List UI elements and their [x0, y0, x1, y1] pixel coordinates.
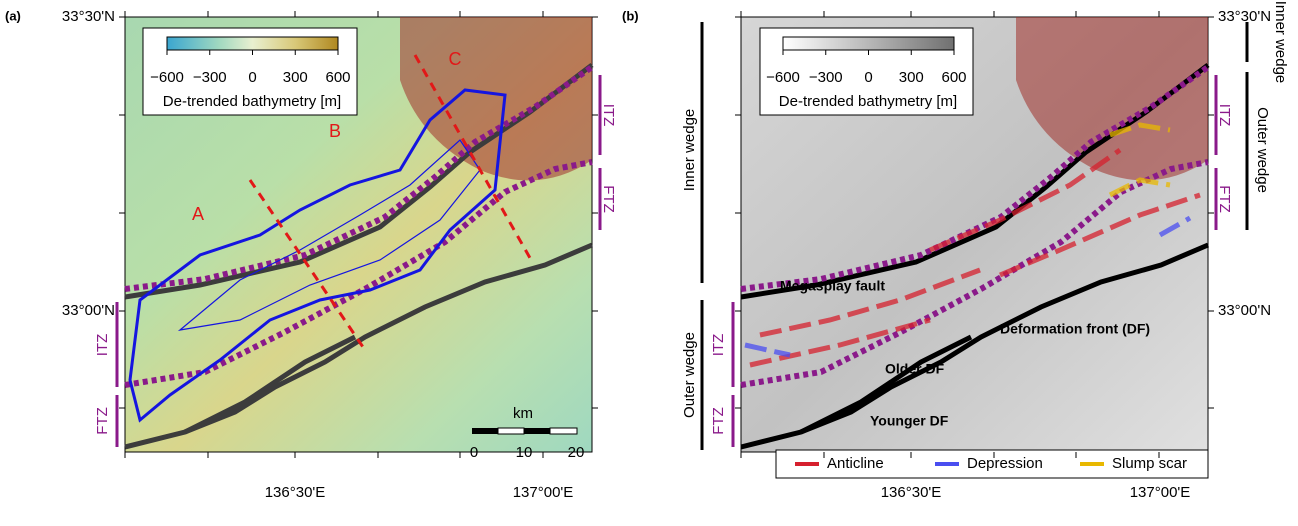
zone-label: ITZ: [1216, 104, 1233, 127]
colorbar-tick-label: 600: [325, 69, 350, 86]
colorbar-tick-label: 300: [283, 69, 308, 86]
fault-label: Deformation front (DF): [1000, 321, 1150, 337]
profile-label: A: [192, 204, 204, 224]
profile-label: B: [329, 121, 341, 141]
lon-label: 136°30'E: [265, 484, 326, 501]
scale-tick: 10: [516, 444, 533, 461]
lat-label: 33°00'N: [1218, 302, 1271, 319]
scale-tick: 20: [568, 444, 585, 461]
colorbar-tick-label: 300: [899, 69, 924, 86]
lat-label: 33°00'N: [62, 302, 115, 319]
legend-items: Anticline Depression Slump scar: [795, 455, 1187, 472]
colorbar: [167, 37, 338, 50]
panel-b: Megasplay fault Deformation front (DF) O…: [622, 1, 1289, 501]
profile-label: C: [449, 49, 462, 69]
legend-label: Anticline: [827, 455, 884, 472]
colorbar-tick-label: −300: [809, 69, 843, 86]
figure: A B C −600 −300 0 300 600 De-trended bathyme…: [0, 0, 1298, 521]
panel-label: (b): [622, 8, 639, 23]
lat-label: 33°30'N: [62, 8, 115, 25]
lon-label: 137°00'E: [513, 484, 574, 501]
zone-label: FTZ: [600, 185, 617, 213]
zone-label: FTZ: [710, 407, 727, 435]
zone-label: FTZ: [1216, 185, 1233, 213]
scale-tick: 0: [470, 444, 478, 461]
colorbar-tick-label: 0: [248, 69, 256, 86]
panel-label: (a): [5, 8, 21, 23]
colorbar-tick-label: −600: [766, 69, 800, 86]
colorbar-tick-label: −300: [193, 69, 227, 86]
colorbar-tick-label: −600: [150, 69, 184, 86]
fault-label: Older DF: [885, 361, 945, 377]
fault-label: Younger DF: [870, 413, 949, 429]
panel-a: A B C −600 −300 0 300 600 De-trended bathyme…: [5, 8, 617, 501]
zone-label: FTZ: [94, 407, 111, 435]
colorbar-tick-label: 600: [941, 69, 966, 86]
colorbar: [783, 37, 954, 50]
wedge-label: Inner wedge: [1272, 1, 1289, 84]
zone-label: ITZ: [600, 104, 617, 127]
colorbar-title: De-trended bathymetry [m]: [779, 93, 957, 110]
wedge-label: Outer wedge: [681, 332, 698, 418]
colorbar-title: De-trended bathymetry [m]: [163, 93, 341, 110]
colorbar-tick-label: 0: [864, 69, 872, 86]
lon-label: 137°00'E: [1130, 484, 1191, 501]
legend-label: Depression: [967, 455, 1043, 472]
wedge-label: Inner wedge: [681, 109, 698, 192]
wedge-label: Outer wedge: [1254, 107, 1271, 193]
zone-label: ITZ: [94, 334, 111, 357]
zone-label: ITZ: [710, 334, 727, 357]
fault-label: Megasplay fault: [780, 278, 885, 294]
scale-unit: km: [513, 405, 533, 422]
lon-label: 136°30'E: [881, 484, 942, 501]
lat-label: 33°30'N: [1218, 8, 1271, 25]
legend-label: Slump scar: [1112, 455, 1187, 472]
